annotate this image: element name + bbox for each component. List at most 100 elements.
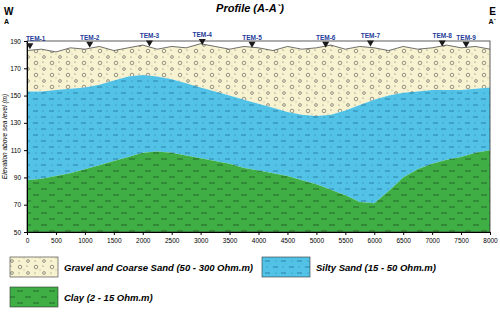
tick: 2000 bbox=[136, 232, 151, 244]
tick: 500 bbox=[51, 232, 62, 244]
tick-mark bbox=[403, 232, 404, 235]
tick-label: 5500 bbox=[339, 237, 354, 244]
tick-label: 3500 bbox=[223, 237, 238, 244]
tick-label: 70 bbox=[14, 201, 22, 208]
plot-frame bbox=[27, 41, 490, 232]
legend-swatch bbox=[10, 257, 58, 277]
tick-mark bbox=[24, 177, 27, 178]
station-label: TEM-3 bbox=[140, 32, 160, 39]
tick-mark bbox=[230, 232, 231, 235]
tick: 6000 bbox=[368, 232, 383, 244]
station-marker bbox=[146, 40, 153, 46]
tick-label: 1500 bbox=[107, 237, 122, 244]
station-marker bbox=[439, 40, 446, 46]
tick: 5500 bbox=[339, 232, 354, 244]
station-marker bbox=[322, 42, 329, 48]
legend-label: Gravel and Coarse Sand (50 - 300 Ohm.m) bbox=[64, 262, 253, 273]
station-marker bbox=[463, 42, 470, 48]
tick-label: 130 bbox=[10, 119, 21, 126]
layers bbox=[27, 44, 490, 232]
station-marker bbox=[249, 42, 256, 48]
tick: 7000 bbox=[425, 232, 440, 244]
tick-label: 8000 bbox=[483, 237, 498, 244]
station-label: TEM-9 bbox=[456, 34, 476, 41]
tick: 5000 bbox=[310, 232, 325, 244]
tick-label: 2000 bbox=[136, 237, 151, 244]
tick-label: 6500 bbox=[396, 237, 411, 244]
tick-mark bbox=[461, 232, 462, 235]
station-label: TEM-7 bbox=[361, 32, 381, 39]
tick: 4000 bbox=[252, 232, 267, 244]
tick-mark bbox=[172, 232, 173, 235]
station-label: TEM-6 bbox=[316, 34, 336, 41]
layer-area bbox=[27, 150, 490, 232]
tick-mark bbox=[24, 96, 27, 97]
tick: 1500 bbox=[107, 232, 122, 244]
tick: 130 bbox=[10, 119, 27, 126]
tick-mark bbox=[490, 232, 491, 235]
profile-end-label: W bbox=[4, 6, 14, 17]
profile-end-label: A` bbox=[489, 18, 496, 25]
tick-label: 190 bbox=[10, 38, 21, 45]
tick: 6500 bbox=[396, 232, 411, 244]
tick-label: 0 bbox=[26, 237, 30, 244]
tick: 50 bbox=[14, 229, 27, 236]
station-marker bbox=[367, 40, 374, 46]
tick-mark bbox=[143, 232, 144, 235]
tick-mark bbox=[316, 232, 317, 235]
chart: 0 500 1000 1500 2000 2500 3000 3500 4000 4500 5000… bbox=[0, 0, 500, 317]
tick-label: 7000 bbox=[425, 237, 440, 244]
tick: 90 bbox=[14, 174, 27, 181]
x-axis: 0 500 1000 1500 2000 2500 3000 3500 4000 4500 5000… bbox=[26, 232, 498, 244]
tick-mark bbox=[24, 123, 27, 124]
tick: 8000 bbox=[483, 232, 498, 244]
station-label: TEM-8 bbox=[432, 32, 452, 39]
station-marker bbox=[86, 42, 93, 48]
tick-mark bbox=[24, 205, 27, 206]
profile-end-label: E bbox=[489, 6, 496, 17]
tick: 110 bbox=[11, 147, 27, 154]
legend-swatch bbox=[10, 287, 58, 307]
profile-end-label: A bbox=[4, 18, 9, 25]
tick: 190 bbox=[10, 38, 27, 45]
y-axis-title: Elevation above sea level (m) bbox=[1, 94, 9, 179]
tick-label: 50 bbox=[14, 229, 22, 236]
station-label: TEM-2 bbox=[80, 34, 100, 41]
tick: 70 bbox=[14, 201, 27, 208]
legend-label: Clay (2 - 15 Ohm.m) bbox=[64, 292, 153, 303]
tick-mark bbox=[56, 232, 57, 235]
tick-mark bbox=[259, 232, 260, 235]
tick-label: 5000 bbox=[310, 237, 325, 244]
tick-mark bbox=[432, 232, 433, 235]
tick: 2500 bbox=[165, 232, 180, 244]
y-axis: 507090110130150170190 bbox=[10, 38, 27, 236]
tick-mark bbox=[201, 232, 202, 235]
tick-mark bbox=[374, 232, 375, 235]
axis-line bbox=[24, 42, 28, 233]
axis-line bbox=[28, 233, 491, 236]
tick: 7500 bbox=[454, 232, 469, 244]
station-label: TEM-1 bbox=[26, 35, 46, 42]
tick: 3000 bbox=[194, 232, 209, 244]
tick: 170 bbox=[10, 65, 27, 72]
topography-line bbox=[27, 44, 490, 52]
tick-label: 1000 bbox=[78, 237, 93, 244]
legend-label: Silty Sand (15 - 50 Ohm.m) bbox=[316, 262, 436, 273]
tick-mark bbox=[114, 232, 115, 235]
tick-label: 500 bbox=[51, 237, 62, 244]
tick: 3500 bbox=[223, 232, 238, 244]
tick: 4500 bbox=[281, 232, 296, 244]
tick-label: 170 bbox=[10, 65, 21, 72]
station-label: TEM-5 bbox=[242, 34, 262, 41]
tick-label: 4000 bbox=[252, 237, 267, 244]
tick-mark bbox=[24, 68, 27, 69]
tick-mark bbox=[85, 232, 86, 235]
tick-label: 3000 bbox=[194, 237, 209, 244]
tick-mark bbox=[24, 232, 27, 233]
station-marker bbox=[199, 39, 206, 45]
station-marker bbox=[26, 43, 33, 49]
tick-mark bbox=[24, 150, 27, 151]
legend-swatch bbox=[262, 257, 310, 277]
tick-label: 7500 bbox=[454, 237, 469, 244]
tick-mark bbox=[345, 232, 346, 235]
